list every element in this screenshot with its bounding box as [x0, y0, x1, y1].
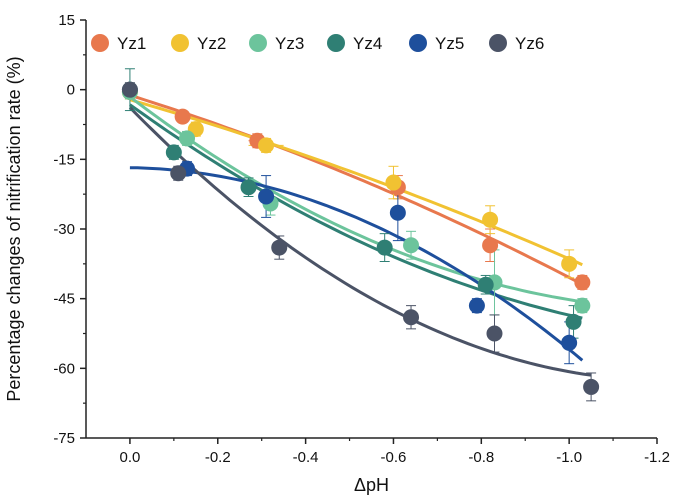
fit-curve-yz5 — [129, 166, 584, 362]
legend: Yz1 Yz2 Yz3 Yz4 Yz5 Yz6 — [91, 34, 544, 53]
y-tick-label: -75 — [53, 430, 75, 447]
x-tick-label: 0.0 — [119, 449, 140, 466]
fit-curve-yz3 — [129, 95, 583, 304]
legend-marker-yz4 — [327, 34, 345, 52]
data-point-yz4 — [165, 144, 182, 161]
data-point-yz1 — [574, 274, 591, 291]
data-point-yz2 — [482, 211, 499, 228]
x-axis-ticks: 0.0 -0.2 -0.4 -0.6 -0.8 -1.0 -1.2 — [119, 438, 670, 466]
data-point-yz2 — [385, 174, 402, 191]
data-point-yz6 — [271, 239, 288, 256]
y-tick-label: 15 — [58, 12, 75, 29]
data-point-yz3 — [574, 297, 591, 314]
fit-curve-yz1 — [129, 93, 583, 286]
data-point-yz3 — [179, 130, 196, 147]
data-point-yz4 — [477, 276, 494, 293]
legend-marker-yz3 — [249, 34, 267, 52]
data-point-yz5 — [468, 297, 485, 314]
legend-marker-yz2 — [171, 34, 189, 52]
data-point-yz5 — [389, 204, 406, 221]
x-axis-title: ΔpH — [354, 475, 389, 495]
data-point-yz6 — [403, 309, 420, 326]
fit-curves — [128, 93, 592, 377]
legend-label-yz2: Yz2 — [197, 34, 226, 53]
y-tick-label: -60 — [53, 360, 75, 377]
data-point-yz1 — [174, 108, 191, 125]
fit-curve-yz4 — [129, 103, 583, 320]
legend-label-yz6: Yz6 — [515, 34, 544, 53]
x-tick-label: -1.0 — [556, 449, 582, 466]
data-point-yz6 — [486, 325, 503, 342]
data-point-yz3 — [403, 237, 420, 254]
legend-label-yz1: Yz1 — [117, 34, 146, 53]
x-tick-label: -0.2 — [205, 449, 231, 466]
legend-label-yz3: Yz3 — [275, 34, 304, 53]
legend-marker-yz1 — [91, 34, 109, 52]
data-point-yz4 — [565, 313, 582, 330]
fit-curve-yz2 — [129, 98, 583, 267]
data-point-yz2 — [258, 137, 275, 154]
data-point-yz5 — [258, 188, 275, 205]
y-tick-label: -30 — [53, 221, 75, 238]
y-axis-title: Percentage changes of nitrification rate… — [4, 56, 24, 401]
data-point-yz4 — [376, 239, 393, 256]
legend-marker-yz5 — [409, 34, 427, 52]
y-tick-label: -45 — [53, 291, 75, 308]
data-point-yz6 — [121, 81, 138, 98]
data-point-yz6 — [170, 165, 187, 182]
data-point-yz4 — [240, 179, 257, 196]
fit-curve-yz6 — [128, 106, 592, 377]
data-point-yz6 — [583, 378, 600, 395]
legend-label-yz4: Yz4 — [353, 34, 382, 53]
y-axis-ticks: 15 0 -15 -30 -45 -60 -75 — [53, 12, 86, 447]
plot-frame — [85, 20, 657, 439]
x-tick-label: -1.2 — [644, 449, 670, 466]
data-point-yz1 — [482, 237, 499, 254]
x-tick-label: -0.4 — [293, 449, 319, 466]
x-tick-label: -0.6 — [381, 449, 407, 466]
x-tick-label: -0.8 — [468, 449, 494, 466]
data-point-yz5 — [561, 334, 578, 351]
legend-marker-yz6 — [489, 34, 507, 52]
data-point-yz2 — [561, 255, 578, 272]
y-tick-label: -15 — [53, 151, 75, 168]
legend-label-yz5: Yz5 — [435, 34, 464, 53]
y-tick-label: 0 — [67, 82, 75, 99]
data-points — [121, 81, 600, 395]
